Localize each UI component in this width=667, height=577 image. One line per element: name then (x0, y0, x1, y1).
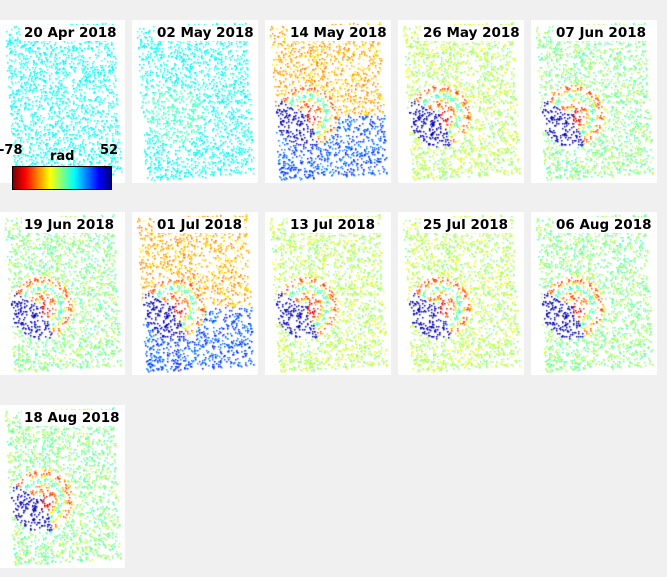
interferogram-map (132, 20, 258, 183)
interferogram-panel: 26 May 2018 (398, 20, 524, 183)
panel-date-label: 13 Jul 2018 (288, 217, 378, 233)
interferogram-panel: 19 Jun 2018 (0, 212, 125, 375)
interferogram-panel: 06 Aug 2018 (531, 212, 657, 375)
interferogram-panel: 18 Aug 2018 (0, 405, 125, 568)
panel-date-label: 07 Jun 2018 (554, 25, 649, 41)
interferogram-panel: 07 Jun 2018 (531, 20, 657, 183)
interferogram-map (398, 20, 524, 183)
panel-date-label: 01 Jul 2018 (155, 217, 245, 233)
interferogram-panel: 20 Apr 2018 -78 rad 52 (0, 20, 125, 190)
panel-date-label: 26 May 2018 (421, 25, 522, 41)
interferogram-map (0, 212, 125, 375)
interferogram-map (0, 405, 125, 568)
colorbar-max-label: 52 (100, 143, 119, 158)
colorbar-unit-label: rad (50, 149, 75, 164)
panel-date-label: 19 Jun 2018 (22, 217, 117, 233)
interferogram-panel: 13 Jul 2018 (265, 212, 391, 375)
panel-date-label: 25 Jul 2018 (421, 217, 511, 233)
colorbar: -78 rad 52 (0, 142, 118, 192)
interferogram-map (398, 212, 524, 375)
interferogram-panel: 25 Jul 2018 (398, 212, 524, 375)
panel-date-label: 06 Aug 2018 (554, 217, 654, 233)
panel-date-label: 02 May 2018 (155, 25, 256, 41)
interferogram-map (531, 20, 657, 183)
panel-date-label: 14 May 2018 (288, 25, 389, 41)
interferogram-map (0, 20, 125, 183)
interferogram-map (265, 212, 391, 375)
interferogram-map (265, 20, 391, 183)
interferogram-map (132, 212, 258, 375)
colorbar-gradient (12, 166, 112, 190)
colorbar-min-label: -78 (0, 143, 23, 158)
panel-date-label: 18 Aug 2018 (22, 410, 122, 426)
panel-date-label: 20 Apr 2018 (22, 25, 119, 41)
interferogram-map (531, 212, 657, 375)
interferogram-panel: 02 May 2018 (132, 20, 258, 183)
interferogram-panel: 01 Jul 2018 (132, 212, 258, 375)
interferogram-panel: 14 May 2018 (265, 20, 391, 183)
